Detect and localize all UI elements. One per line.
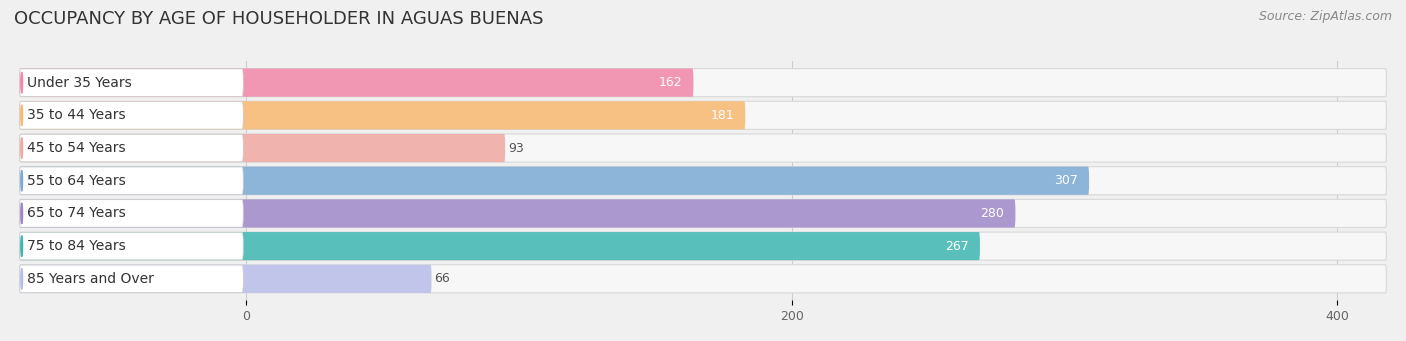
Text: 181: 181: [710, 109, 734, 122]
FancyBboxPatch shape: [20, 167, 1386, 195]
Circle shape: [21, 236, 22, 256]
FancyBboxPatch shape: [20, 167, 1090, 195]
FancyBboxPatch shape: [20, 69, 243, 97]
Text: 162: 162: [659, 76, 682, 89]
Text: Under 35 Years: Under 35 Years: [27, 76, 132, 90]
Text: 55 to 64 Years: 55 to 64 Years: [27, 174, 125, 188]
Text: 267: 267: [945, 240, 969, 253]
FancyBboxPatch shape: [20, 265, 1386, 293]
Text: OCCUPANCY BY AGE OF HOUSEHOLDER IN AGUAS BUENAS: OCCUPANCY BY AGE OF HOUSEHOLDER IN AGUAS…: [14, 10, 544, 28]
FancyBboxPatch shape: [20, 102, 243, 129]
FancyBboxPatch shape: [20, 101, 1386, 129]
FancyBboxPatch shape: [20, 69, 693, 97]
FancyBboxPatch shape: [20, 134, 243, 162]
Text: 65 to 74 Years: 65 to 74 Years: [27, 206, 125, 220]
Circle shape: [21, 268, 22, 289]
FancyBboxPatch shape: [20, 233, 243, 260]
FancyBboxPatch shape: [20, 199, 1015, 227]
FancyBboxPatch shape: [20, 200, 243, 227]
FancyBboxPatch shape: [20, 69, 1386, 97]
Text: Source: ZipAtlas.com: Source: ZipAtlas.com: [1258, 10, 1392, 23]
Circle shape: [21, 138, 22, 159]
Text: 307: 307: [1054, 174, 1078, 187]
FancyBboxPatch shape: [20, 134, 505, 162]
Text: 280: 280: [980, 207, 1004, 220]
Circle shape: [21, 105, 22, 126]
Text: 35 to 44 Years: 35 to 44 Years: [27, 108, 125, 122]
FancyBboxPatch shape: [20, 232, 1386, 260]
Text: 85 Years and Over: 85 Years and Over: [27, 272, 153, 286]
FancyBboxPatch shape: [20, 232, 980, 260]
FancyBboxPatch shape: [20, 265, 432, 293]
FancyBboxPatch shape: [20, 134, 1386, 162]
FancyBboxPatch shape: [20, 199, 1386, 227]
FancyBboxPatch shape: [20, 101, 745, 129]
Circle shape: [21, 72, 22, 93]
Text: 45 to 54 Years: 45 to 54 Years: [27, 141, 125, 155]
Text: 93: 93: [508, 142, 523, 154]
Text: 75 to 84 Years: 75 to 84 Years: [27, 239, 125, 253]
FancyBboxPatch shape: [20, 167, 243, 194]
FancyBboxPatch shape: [20, 265, 243, 293]
Circle shape: [21, 203, 22, 224]
Circle shape: [21, 170, 22, 191]
Text: 66: 66: [434, 272, 450, 285]
